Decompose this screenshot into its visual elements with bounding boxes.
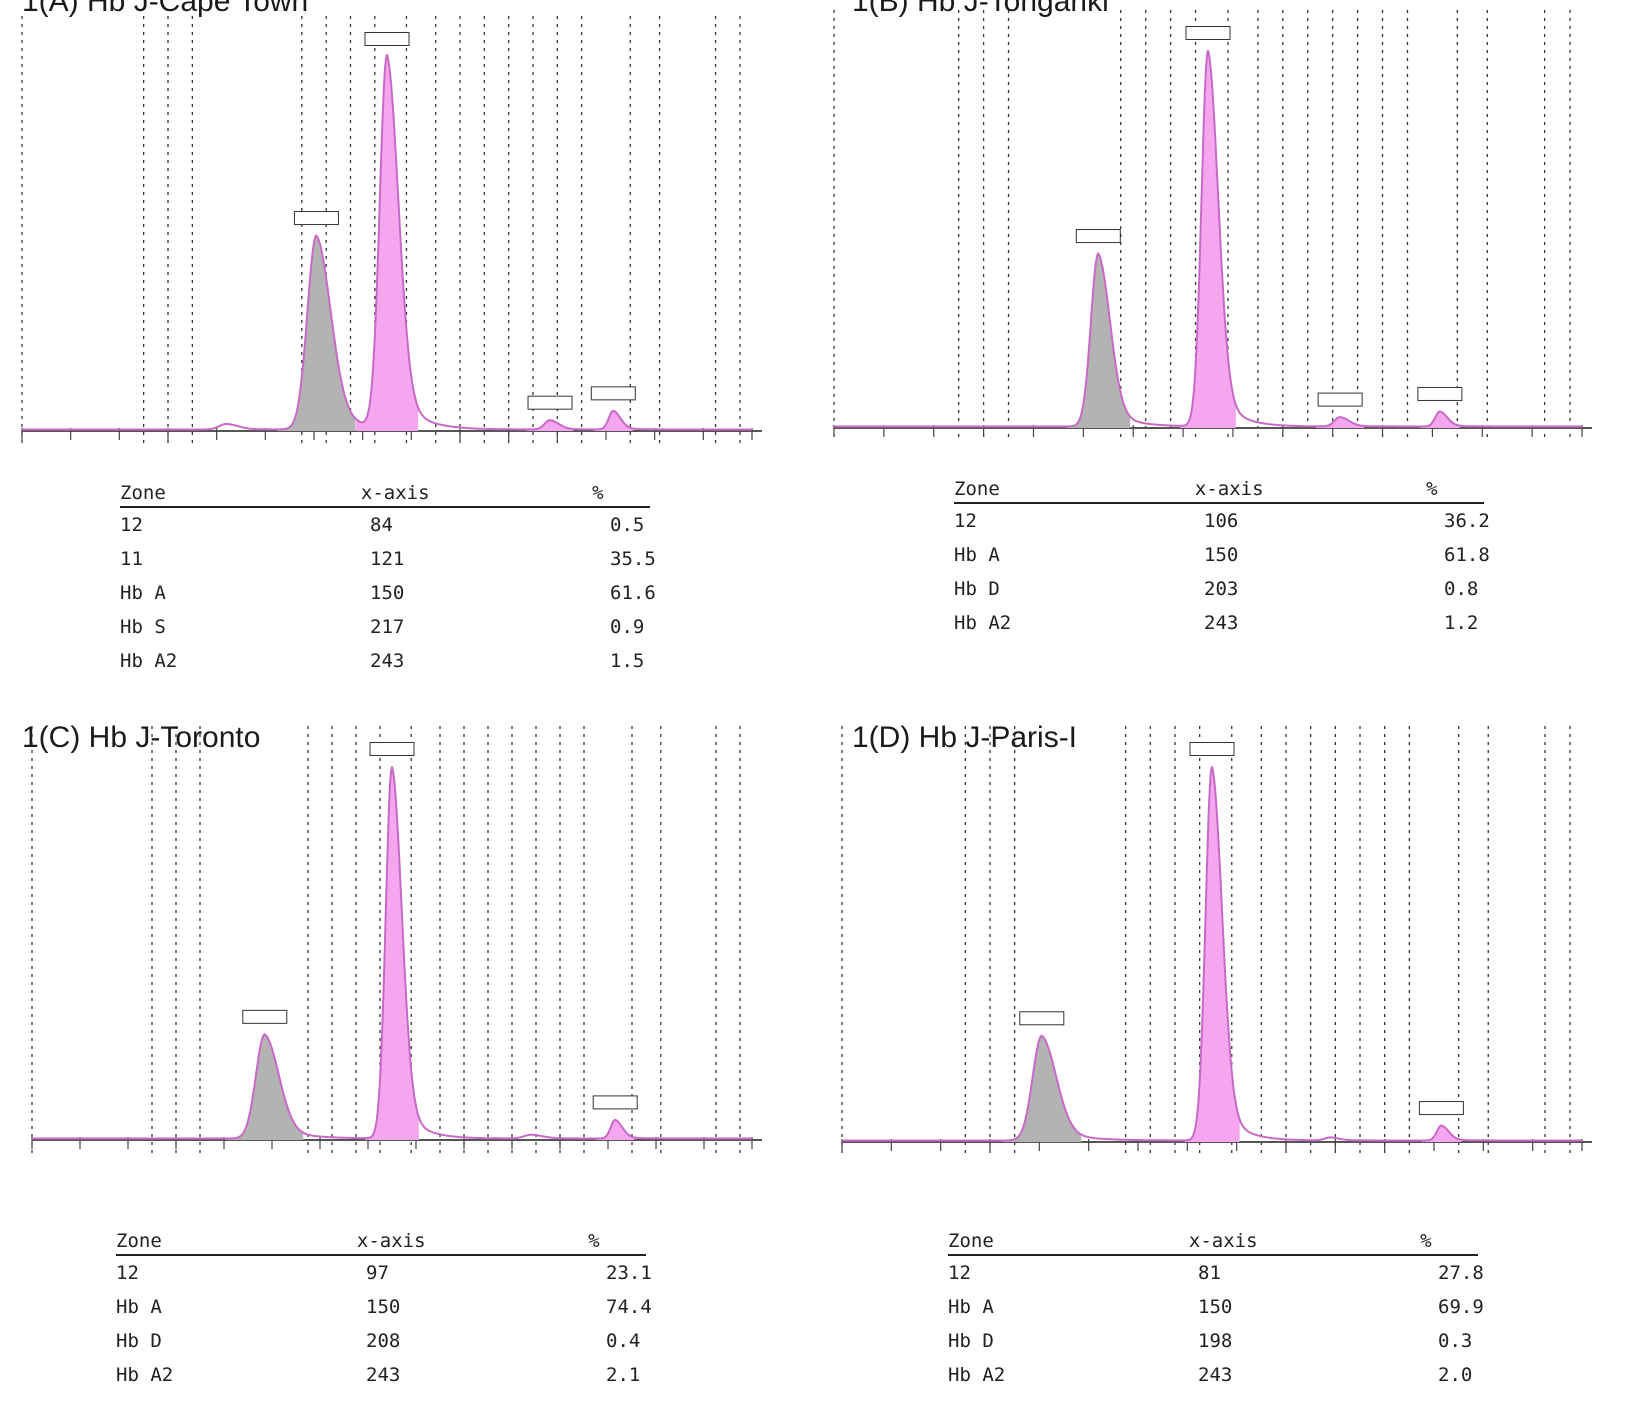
panel-title: 1(A) Hb J-Cape Town — [22, 0, 309, 18]
table-row: Hb A 150 61.6 — [120, 582, 656, 604]
peak-area — [226, 1034, 304, 1140]
table-row: Hb A2 243 1.5 — [120, 650, 645, 672]
peak-label-box — [364, 32, 410, 47]
peak-area — [596, 1119, 635, 1140]
peak-area — [1316, 417, 1365, 428]
table-row: 12 97 23.1 — [116, 1262, 652, 1284]
panel-title: 1(C) Hb J-Toronto — [22, 721, 261, 754]
electropherogram-trace — [834, 50, 1582, 428]
peak-area — [365, 766, 419, 1140]
peak-area — [1421, 1125, 1462, 1142]
peak-area — [277, 235, 356, 431]
zone-table-b: Zone x-axis % 12 106 36.2 Hb A 150 61.8 Hb D… — [954, 472, 1504, 640]
table-row: 12 81 27.8 — [948, 1262, 1484, 1284]
peak-area — [1066, 253, 1131, 428]
table-row: Hb D 203 0.8 — [954, 578, 1479, 600]
table-row: Hb A2 243 2.1 — [116, 1364, 641, 1386]
table-row: 12 106 36.2 — [954, 510, 1490, 532]
table-header: Zone x-axis % — [120, 476, 650, 508]
peak-label-box — [1075, 229, 1121, 244]
table-row: Hb S 217 0.9 — [120, 616, 645, 638]
table-row: Hb A 150 61.8 — [954, 544, 1490, 566]
table-header: Zone x-axis % — [116, 1224, 646, 1256]
electropherogram-trace — [842, 766, 1582, 1142]
chromatogram-d — [841, 726, 1592, 1156]
panel-title: 1(D) Hb J-Paris-I — [852, 721, 1078, 754]
peak-label-box — [592, 1095, 638, 1110]
table-row: Hb A2 243 2.0 — [948, 1364, 1473, 1386]
peak-area — [1002, 1035, 1082, 1142]
peak-area — [1419, 411, 1460, 428]
peak-area — [1184, 766, 1240, 1142]
peak-label-box — [1185, 25, 1231, 40]
table-row: Hb D 198 0.3 — [948, 1330, 1473, 1352]
peak-area — [1180, 50, 1236, 429]
table-row: 12 84 0.5 — [120, 514, 645, 536]
peak-label-box — [1019, 1011, 1065, 1026]
peak-label-box — [527, 395, 573, 410]
peak-label-box — [590, 386, 636, 401]
table-row: Hb A 150 69.9 — [948, 1296, 1484, 1318]
peak-label-box — [1417, 386, 1463, 401]
electropherogram-trace — [22, 54, 752, 431]
table-row: Hb A 150 74.4 — [116, 1296, 652, 1318]
zone-table-a: Zone x-axis % 12 84 0.5 11 121 35.5 Hb A 150 6… — [120, 476, 670, 678]
peak-area — [593, 410, 633, 431]
peak-label-box — [1418, 1101, 1464, 1116]
panel-title: 1(B) Hb J-Tongariki — [852, 0, 1109, 18]
table-header: Zone x-axis % — [948, 1224, 1478, 1256]
peak-label-box — [1189, 742, 1235, 757]
peak-label-box — [369, 742, 415, 757]
table-header: Zone x-axis % — [954, 472, 1484, 504]
electropherogram-trace — [32, 766, 752, 1140]
chromatogram-b — [833, 10, 1592, 442]
table-row: Hb D 208 0.4 — [116, 1330, 641, 1352]
chromatogram-c — [31, 726, 762, 1154]
table-row: 11 121 35.5 — [120, 548, 656, 570]
peak-area — [526, 420, 574, 431]
peak-label-box — [242, 1009, 288, 1024]
peak-label-box — [1317, 392, 1363, 407]
peak-label-box — [293, 211, 339, 226]
table-row: Hb A2 243 1.2 — [954, 612, 1479, 634]
peak-area — [355, 54, 419, 432]
chromatogram-a — [21, 16, 762, 445]
